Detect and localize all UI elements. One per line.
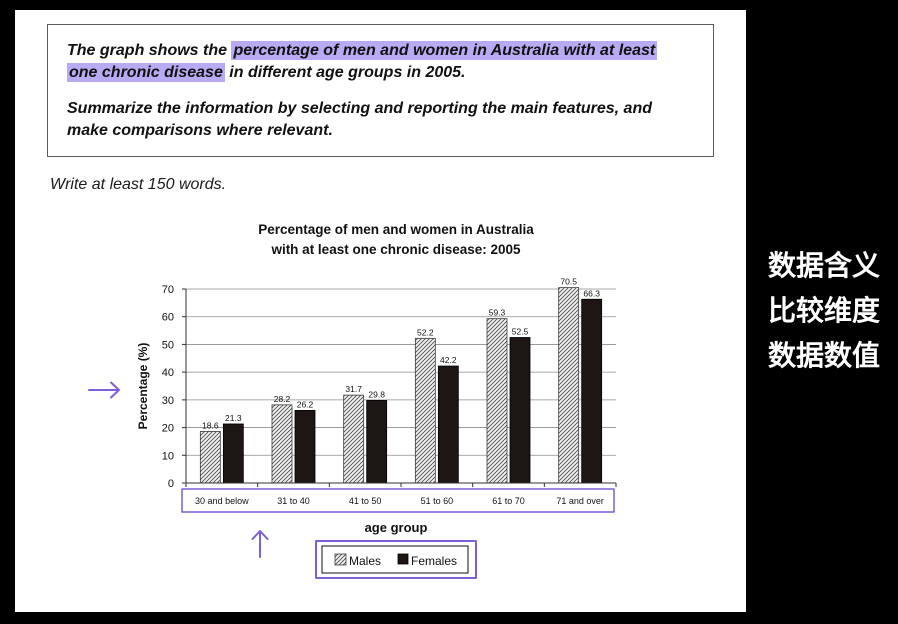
x-tick-label: 51 to 60	[421, 496, 454, 506]
prompt-box: The graph shows the percentage of men an…	[47, 24, 714, 157]
data-label-females: 52.5	[512, 327, 529, 337]
x-tick-label: 41 to 50	[349, 496, 382, 506]
data-label-females: 26.2	[297, 399, 314, 409]
data-label-females: 29.8	[368, 389, 385, 399]
task-description-lead: The graph shows the	[67, 42, 232, 59]
bar-chart: 0 10 20 30 40 50 60 70 30 and below 18.6 21.3 31 to…	[88, 277, 617, 579]
y-tick-label: 50	[162, 339, 174, 351]
side-annotation-labels: 数据含义 比较维度 数据数值	[768, 243, 894, 378]
y-tick-label: 0	[168, 478, 174, 490]
word-count-requirement: Write at least 150 words.	[50, 176, 227, 193]
gridlines	[186, 288, 616, 456]
bar-females	[437, 365, 459, 484]
legend-label-females: Females	[411, 554, 457, 568]
x-tick-label: 61 to 70	[492, 496, 525, 506]
data-label-males: 59.3	[489, 308, 506, 318]
y-tick-label: 70	[162, 284, 174, 296]
task-description: The graph shows the percentage of men an…	[67, 40, 677, 84]
chart-labels: 0 10 20 30 40 50 60 70 30 and below 18.6 21.3 31 to…	[162, 277, 604, 506]
side-label-comparison-dimension: 比较维度	[768, 294, 881, 327]
bar-males	[486, 318, 508, 484]
task-description-tail: in different age groups in 2005.	[224, 64, 466, 81]
bar-males	[414, 337, 436, 484]
y-tick-label: 40	[162, 367, 174, 379]
bar-females	[294, 409, 316, 484]
y-axis-label: Percentage (%)	[136, 343, 150, 430]
x-tick-label: 30 and below	[195, 496, 249, 506]
side-label-data-meaning: 数据含义	[768, 249, 881, 282]
legend-swatch-males	[334, 553, 347, 566]
y-tick-label: 60	[162, 312, 174, 324]
bar-females	[366, 400, 388, 484]
y-tick-label: 30	[162, 395, 174, 407]
data-label-males: 31.7	[345, 384, 362, 394]
bar-females	[581, 298, 603, 484]
bar-females	[509, 337, 531, 484]
bar-females	[222, 423, 244, 484]
legend-highlight-box	[315, 540, 477, 579]
side-label-data-values: 数据数值	[768, 339, 881, 372]
data-label-males: 52.2	[417, 327, 434, 337]
right-arrow-icon	[88, 381, 120, 399]
legend-label-males: Males	[349, 554, 381, 568]
y-tick-label: 10	[162, 450, 174, 462]
x-tick-label: 71 and over	[556, 496, 604, 506]
data-label-males: 70.5	[560, 277, 577, 287]
task-instruction: Summarize the information by selecting a…	[67, 100, 652, 139]
data-label-females: 21.3	[225, 413, 242, 423]
chart-title: Percentage of men and women in Australia…	[258, 222, 534, 257]
x-tick-label: 31 to 40	[277, 496, 310, 506]
data-label-females: 66.3	[583, 288, 600, 298]
data-label-males: 28.2	[274, 394, 291, 404]
bars	[199, 287, 603, 484]
bar-males	[558, 287, 580, 484]
bar-males	[271, 404, 293, 484]
y-tick-label: 20	[162, 423, 174, 435]
category-labels-highlight-box	[181, 488, 615, 513]
axes	[182, 288, 617, 487]
legend-swatch-females	[397, 553, 409, 565]
bar-males	[199, 431, 221, 484]
data-label-females: 42.2	[440, 355, 457, 365]
legend: Males Females	[321, 545, 469, 574]
up-arrow-icon	[251, 530, 269, 558]
bar-males	[343, 394, 365, 484]
data-label-males: 18.6	[202, 420, 219, 430]
x-axis-label: age group	[365, 520, 428, 535]
